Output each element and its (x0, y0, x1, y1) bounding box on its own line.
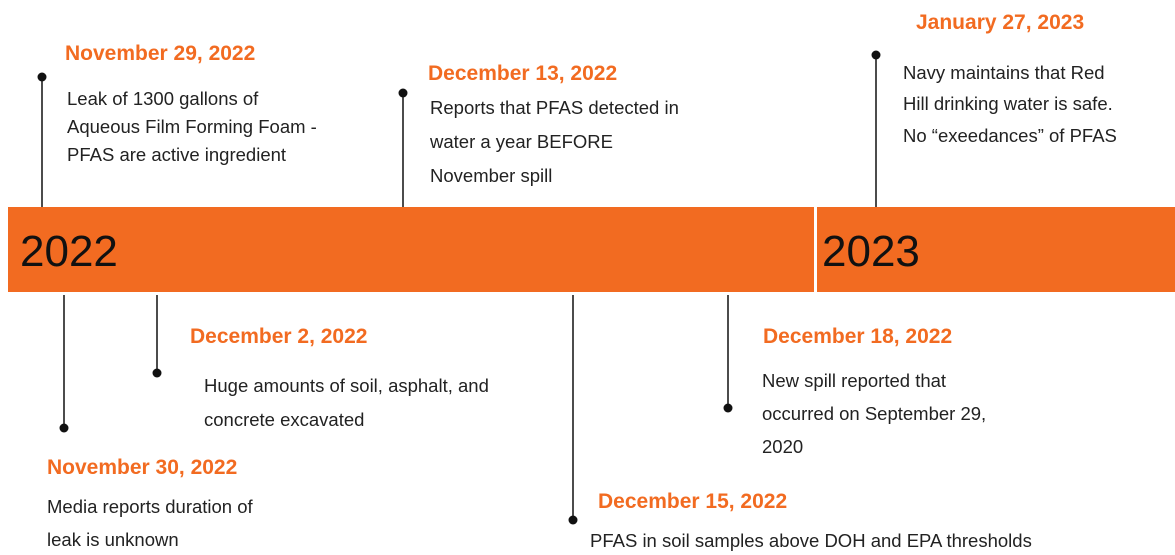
event-dot (37, 72, 47, 82)
year-label: 2022 (20, 227, 118, 276)
event-text: concrete excavated (204, 409, 364, 430)
event-text: Hill drinking water is safe. (903, 93, 1113, 114)
event-text: Huge amounts of soil, asphalt, and (204, 375, 489, 396)
event-date: January 27, 2023 (916, 11, 1084, 34)
event-text: 2020 (762, 436, 803, 457)
event-dot (568, 515, 578, 525)
event-text: PFAS in soil samples above DOH and EPA t… (590, 530, 1032, 551)
event-date: November 29, 2022 (65, 42, 255, 65)
event-dot (152, 368, 162, 378)
event-date: November 30, 2022 (47, 456, 237, 479)
year-label: 2023 (822, 227, 920, 276)
event-dot (59, 423, 69, 433)
timeline-bar (8, 207, 1175, 292)
event-text: Leak of 1300 gallons of (67, 88, 259, 109)
event-date: December 18, 2022 (763, 325, 952, 348)
event-dot (871, 50, 881, 60)
event-date: December 13, 2022 (428, 62, 617, 85)
year-divider (814, 207, 817, 292)
event-dot (398, 88, 408, 98)
event-text: occurred on September 29, (762, 403, 986, 424)
event-text: Media reports duration of (47, 496, 254, 517)
event-date: December 2, 2022 (190, 325, 367, 348)
event-text: PFAS are active ingredient (67, 144, 286, 165)
event-text: Reports that PFAS detected in (430, 97, 679, 118)
event-text: water a year BEFORE (429, 131, 613, 152)
event-text: November spill (430, 165, 552, 186)
event-text: Navy maintains that Red (903, 62, 1105, 83)
event-text: leak is unknown (47, 529, 179, 550)
event-text: Aqueous Film Forming Foam - (67, 116, 317, 137)
event-date: December 15, 2022 (598, 490, 787, 513)
event-text: New spill reported that (762, 370, 946, 391)
event-dot (723, 403, 733, 413)
event-text: No “exeedances” of PFAS (903, 125, 1117, 146)
